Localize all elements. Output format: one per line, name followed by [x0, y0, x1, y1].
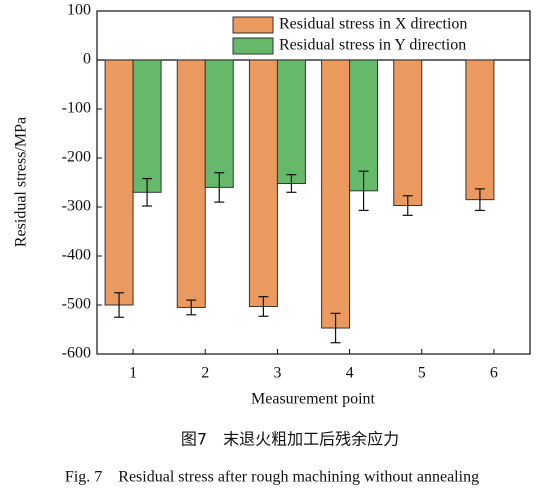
y-tick-label: 100 — [67, 2, 91, 19]
error-bar — [474, 188, 485, 212]
x-tick-label: 1 — [129, 365, 137, 382]
error-bar — [214, 172, 225, 203]
error-bar — [330, 312, 341, 344]
y-tick-label: -500 — [62, 296, 91, 313]
y-tick-label: 0 — [83, 51, 91, 68]
y-tick-label: -300 — [62, 198, 91, 215]
bar — [176, 59, 206, 308]
y-tick-label: -600 — [62, 345, 91, 362]
legend-swatch — [232, 16, 274, 34]
x-tick-label: 5 — [418, 365, 426, 382]
y-axis-label: Residual stress/MPa — [13, 117, 30, 247]
bar — [349, 59, 379, 192]
y-tick-label: -200 — [62, 149, 91, 166]
x-tick-label: 2 — [201, 365, 209, 382]
legend-label: Residual stress in Y direction — [279, 37, 466, 54]
x-tick-label: 3 — [273, 365, 281, 382]
error-bar — [358, 170, 369, 212]
x-axis-label: Measurement point — [251, 391, 376, 408]
caption-cn: 图7 末退火粗加工后残余应力 — [181, 430, 399, 449]
y-tick-label: -400 — [62, 247, 91, 264]
error-bar — [258, 296, 269, 317]
bar — [104, 59, 134, 306]
bar — [321, 59, 351, 329]
legend-swatch — [232, 37, 274, 55]
error-bar — [286, 174, 297, 193]
bar — [393, 59, 423, 207]
error-bar — [114, 292, 125, 318]
plot-frame — [96, 10, 531, 355]
error-bar — [402, 195, 413, 216]
bar — [248, 59, 278, 307]
bar — [132, 59, 162, 193]
bar — [276, 59, 306, 184]
x-tick-label: 4 — [346, 365, 354, 382]
bar — [204, 59, 234, 188]
error-bar — [186, 299, 197, 316]
caption-en: Fig. 7 Residual stress after rough machi… — [65, 469, 479, 486]
legend-label: Residual stress in X direction — [279, 16, 467, 33]
x-tick-label: 6 — [490, 365, 498, 382]
y-tick-label: -100 — [62, 100, 91, 117]
error-bar — [142, 177, 153, 207]
bar — [465, 59, 495, 201]
